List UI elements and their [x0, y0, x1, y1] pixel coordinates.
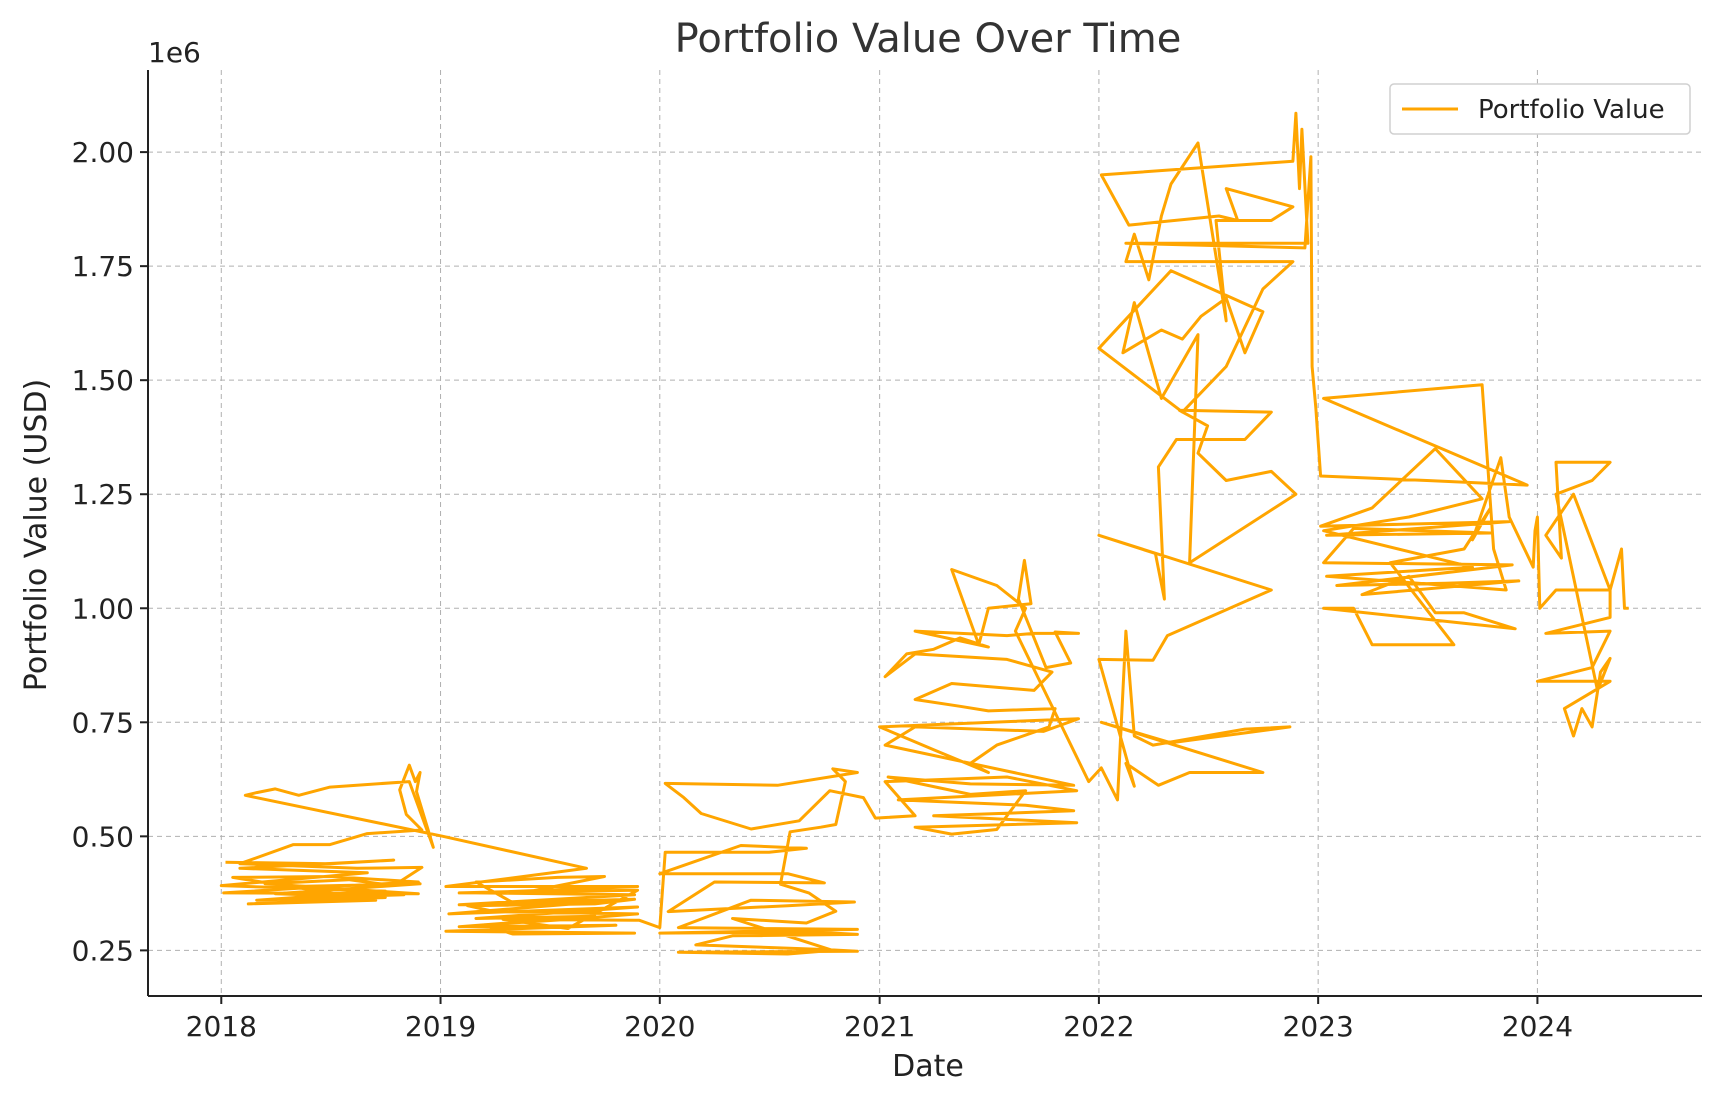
y-tick-label: 1.25 — [72, 478, 134, 511]
chart-title: Portfolio Value Over Time — [675, 16, 1182, 62]
series-line-portfolio-value — [219, 111, 1629, 956]
y-tick-label: 0.50 — [72, 820, 134, 853]
x-tick-label: 2020 — [624, 1010, 695, 1043]
legend-box — [1389, 83, 1691, 135]
y-tick-label: 1.50 — [72, 364, 134, 397]
y-tick-label: 0.25 — [72, 934, 134, 967]
series-layer — [219, 111, 1629, 956]
axis-layer: 2018 2019 2020 2021 2022 2023 2024 0.25 0.50 0.75… — [72, 70, 1702, 1043]
x-tick-label: 2022 — [1063, 1010, 1134, 1043]
y-tick-label: 1.75 — [72, 250, 134, 283]
y-tick-label: 1.00 — [72, 592, 134, 625]
x-tick-label: 2023 — [1283, 1010, 1354, 1043]
x-tick-label: 2024 — [1502, 1010, 1573, 1043]
y-tick-label: 0.75 — [72, 706, 134, 739]
y-offset-label: 1e6 — [148, 36, 201, 69]
legend: Portfolio Value — [1389, 83, 1691, 135]
x-tick-label: 2018 — [186, 1010, 257, 1043]
x-tick-label: 2019 — [405, 1010, 476, 1043]
legend-label: Portfolio Value — [1478, 95, 1665, 125]
x-axis-title: Date — [892, 1049, 964, 1084]
x-tick-label: 2021 — [844, 1010, 915, 1043]
y-axis-title: Portfolio Value (USD) — [19, 379, 54, 691]
y-tick-label: 2.00 — [72, 136, 134, 169]
